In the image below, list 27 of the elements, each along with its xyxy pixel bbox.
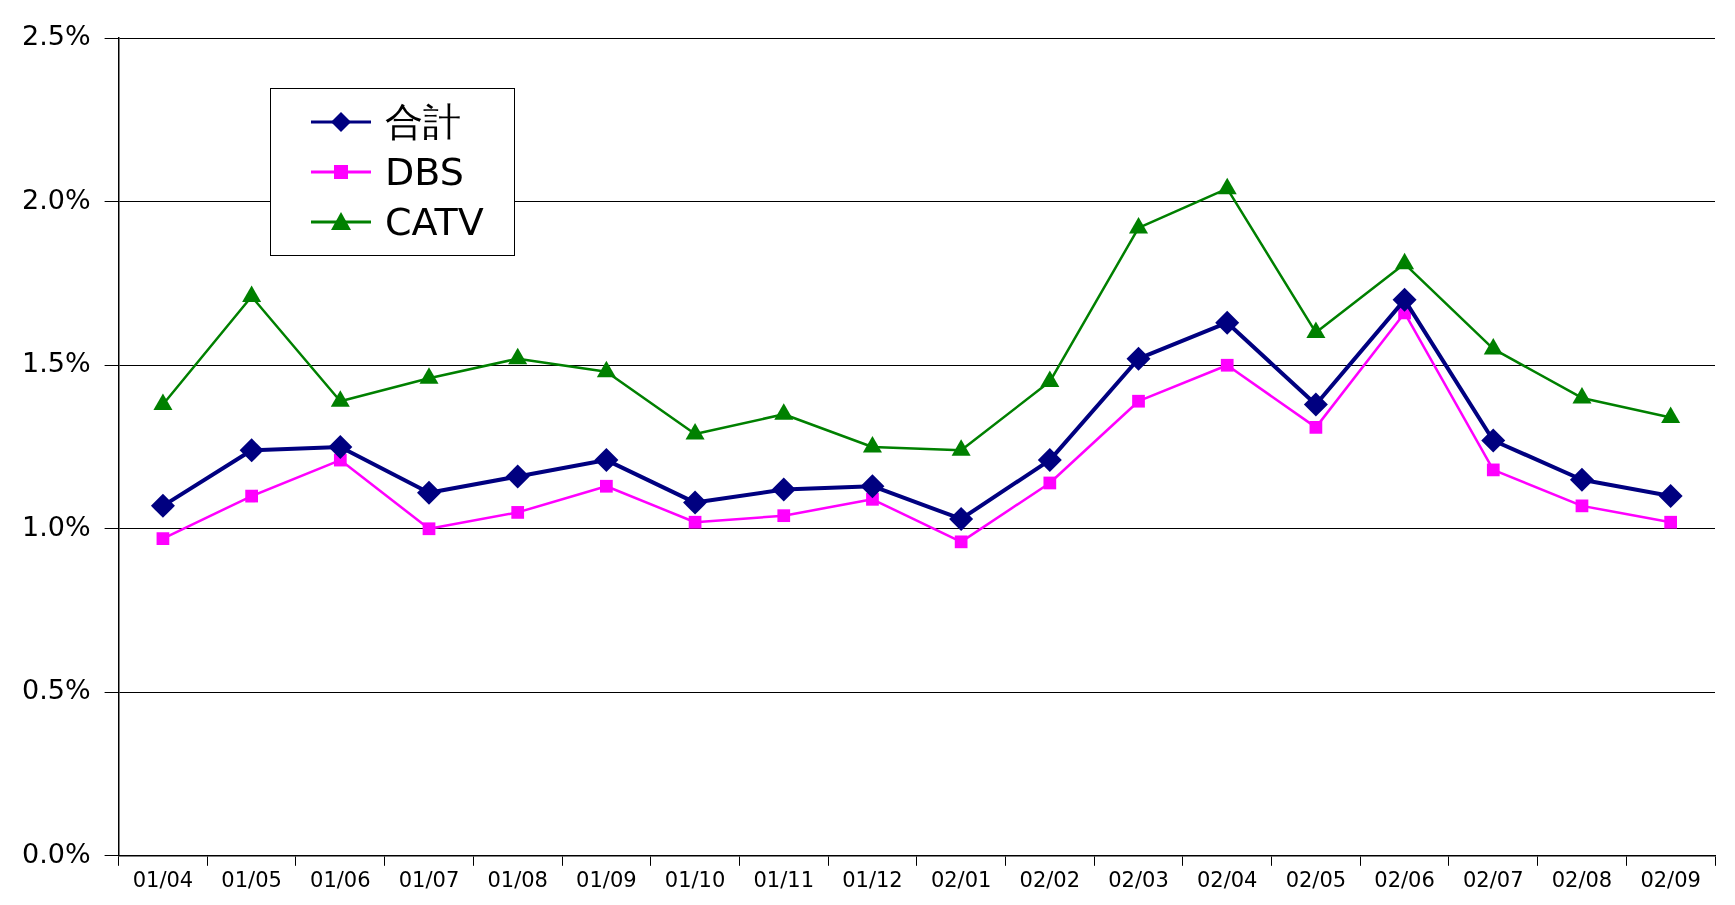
x-tick-label: 01/08 <box>487 867 548 892</box>
y-tick-label: 1.0% <box>21 510 91 542</box>
x-tick-label: 02/02 <box>1019 867 1081 892</box>
x-tick-label: 02/04 <box>1196 867 1258 892</box>
legend-label: CATV <box>385 200 484 244</box>
y-tick-label: 2.5% <box>21 20 91 52</box>
x-tick-label: 01/11 <box>753 867 815 892</box>
x-tick-label: 01/05 <box>221 867 282 892</box>
x-tick-label: 02/08 <box>1551 867 1613 892</box>
x-tick-label: 02/06 <box>1374 867 1435 892</box>
y-tick-label: 0.5% <box>21 674 91 706</box>
legend-label: 合計 <box>385 98 461 146</box>
x-tick-label: 02/07 <box>1463 867 1524 892</box>
legend-label: DBS <box>385 150 464 194</box>
y-tick-label: 0.0% <box>21 837 91 869</box>
x-tick-label: 02/01 <box>930 867 992 892</box>
x-tick-label: 01/09 <box>576 867 637 892</box>
y-tick-label: 1.5% <box>21 347 91 379</box>
x-tick-label: 02/03 <box>1108 867 1169 892</box>
x-tick-label: 02/05 <box>1285 867 1347 892</box>
x-tick-label: 01/12 <box>842 867 903 892</box>
x-tick-label: 01/06 <box>310 867 371 892</box>
x-tick-label: 01/10 <box>664 867 726 892</box>
x-tick-label: 02/09 <box>1640 867 1701 892</box>
x-tick-label: 01/04 <box>132 867 194 892</box>
y-tick-label: 2.0% <box>21 183 91 215</box>
x-tick-label: 01/07 <box>398 867 460 892</box>
